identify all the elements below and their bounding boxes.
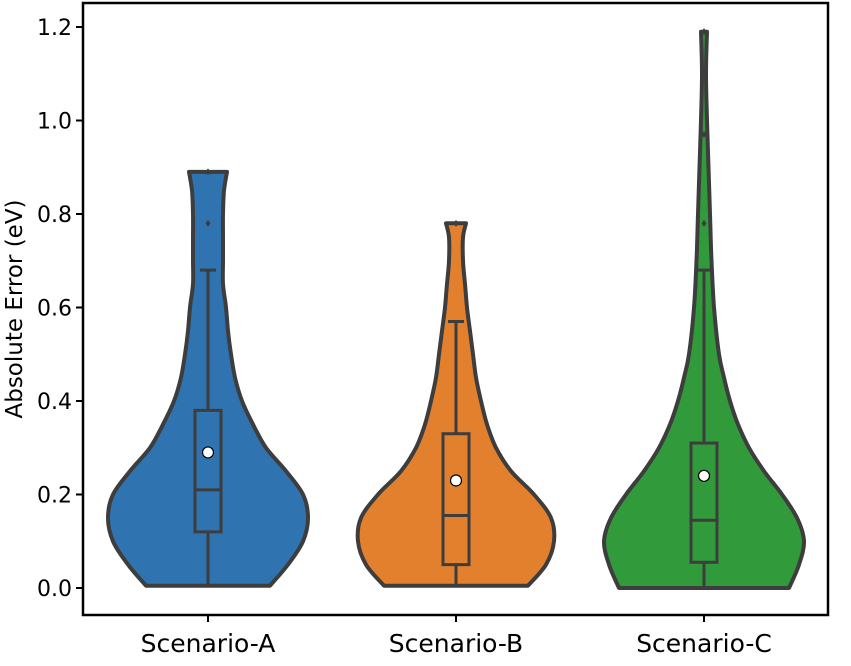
outlier-marker [701,131,707,139]
outlier-marker [205,219,211,227]
y-tick-label: 0.0 [37,577,72,602]
x-category-label: Scenario-B [389,629,523,658]
box-iqr [689,441,719,564]
box-iqr [441,432,471,567]
x-category-label: Scenario-A [141,629,276,658]
outlier-marker [701,28,707,36]
box-iqr [193,408,223,534]
x-axis: Scenario-A Scenario-B Scenario-C [141,615,772,658]
y-axis-title: Absolute Error (eV) [2,199,28,418]
y-axis: 0.0 0.2 0.4 0.6 0.8 1.0 1.2 [37,16,83,602]
y-tick-label: 0.4 [37,390,72,415]
outlier-marker [453,219,459,227]
mean-marker [697,469,711,482]
outlier-marker [205,168,211,176]
violin-group-scenario-a [106,168,310,588]
y-tick-label: 0.6 [37,297,72,322]
y-tick-label: 0.2 [37,484,72,509]
y-tick-label: 0.8 [37,203,72,228]
violin-group-scenario-b [355,219,557,588]
y-tick-label: 1.0 [37,110,72,135]
x-category-label: Scenario-C [636,629,772,658]
outlier-marker [701,219,707,227]
violins-layer [106,28,807,590]
y-tick-label: 1.2 [37,16,72,41]
mean-marker [201,446,215,459]
mean-marker [449,474,463,487]
violin-group-scenario-c [601,28,807,590]
